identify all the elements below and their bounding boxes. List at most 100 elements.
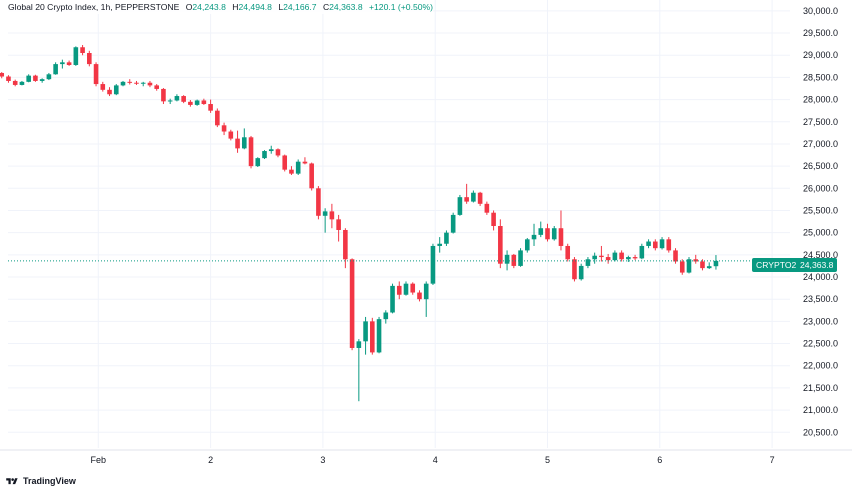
tradingview-label: TradingView [23,476,76,486]
candle-up [46,72,52,81]
candle-down [477,191,483,207]
candle-up [19,80,25,86]
candle-down [343,228,348,269]
candle-body [127,81,133,83]
candle-body [356,341,362,348]
tradingview-logo[interactable]: TradingView [4,476,76,486]
candle-up [322,208,328,233]
candle-down [87,50,92,67]
x-tick-label: 6 [657,455,662,465]
candle-up [120,80,126,87]
candle-up [194,99,200,106]
candle-down [80,45,85,56]
candle-up [713,255,719,270]
candle-down [93,62,99,87]
y-tick-label: 25,000.0 [803,228,838,238]
candle-body [39,79,45,81]
candle-body [208,104,213,111]
candle-up [167,98,173,105]
candle-up [403,281,409,296]
candle-up [646,239,651,249]
candle-body [626,257,631,260]
y-tick-label: 24,500.0 [803,250,838,260]
candle-body [215,110,220,126]
y-tick-label: 28,000.0 [803,95,838,105]
candle-up [457,194,463,216]
candle-body [188,101,193,105]
candle-up [585,257,591,269]
candle-body [113,85,119,95]
candle-body [423,283,429,300]
candle-down [100,81,106,92]
candle-body [464,197,469,202]
candle-body [66,62,72,65]
candle-body [444,232,449,244]
candle-body [12,80,18,85]
candle-body [147,82,153,86]
candle-body [396,285,402,295]
candle-down [316,186,321,220]
candle-down [511,253,517,269]
candle-down [215,108,220,128]
y-tick-label: 28,500.0 [803,72,838,82]
y-tick-label: 22,500.0 [803,339,838,349]
legend-symbol[interactable]: Global 20 Crypto Index, 1h, PEPPERSTONE [8,2,180,12]
candle-body [309,163,314,189]
candle-up [524,237,530,253]
candle-body [498,226,503,264]
candle-body [605,257,611,261]
candle-body [471,192,476,202]
y-tick-label: 27,000.0 [803,139,838,149]
x-tick-label: 4 [433,455,438,465]
candle-up [262,150,267,160]
candle-body [363,321,368,342]
candle-up [686,257,692,274]
candle-body [161,88,166,102]
candle-down [201,98,207,105]
candle-body [572,259,577,280]
x-tick-label: 2 [208,455,213,465]
candle-down [329,203,335,229]
candle-body [639,245,645,259]
candle-up [140,81,146,87]
candle-up [174,94,180,102]
candle-down [572,257,577,282]
y-tick-label: 30,000.0 [803,6,838,16]
candle-up [26,74,31,83]
candle-layer [0,45,719,402]
symbol-price-tag[interactable]: CRYPTO20 [752,258,806,272]
last-price-tag: 24,363.8 [796,258,838,272]
candle-down [558,210,564,251]
candle-down [147,80,153,88]
axis-layer: 20,500.0 21,000.0 21,500.0 22,000.0 22,500.0… [0,6,852,465]
candle-down [349,258,355,351]
candle-up [437,237,442,253]
candle-body [612,252,618,261]
legend-change: +120.1 (+0.50%) [369,2,434,12]
candle-body [370,321,375,353]
candle-down [66,60,72,66]
y-tick-label: 26,500.0 [803,161,838,171]
y-tick-label: 29,500.0 [803,28,838,38]
candle-up [295,159,301,175]
candle-up [241,128,247,150]
candle-up [113,84,119,96]
candle-up [60,59,65,69]
candle-down [6,75,11,83]
candle-body [87,53,92,65]
candle-down [545,223,550,242]
candle-down [107,87,112,97]
candle-body [80,47,85,54]
candle-body [228,131,234,139]
candle-body [167,100,173,102]
candle-body [322,211,328,216]
candle-up [592,252,597,264]
candle-body [619,252,624,260]
candle-down [302,157,308,165]
candle-body [700,261,705,269]
candle-down [599,245,604,262]
candle-body [194,100,200,105]
y-tick-label: 20,500.0 [803,427,838,437]
